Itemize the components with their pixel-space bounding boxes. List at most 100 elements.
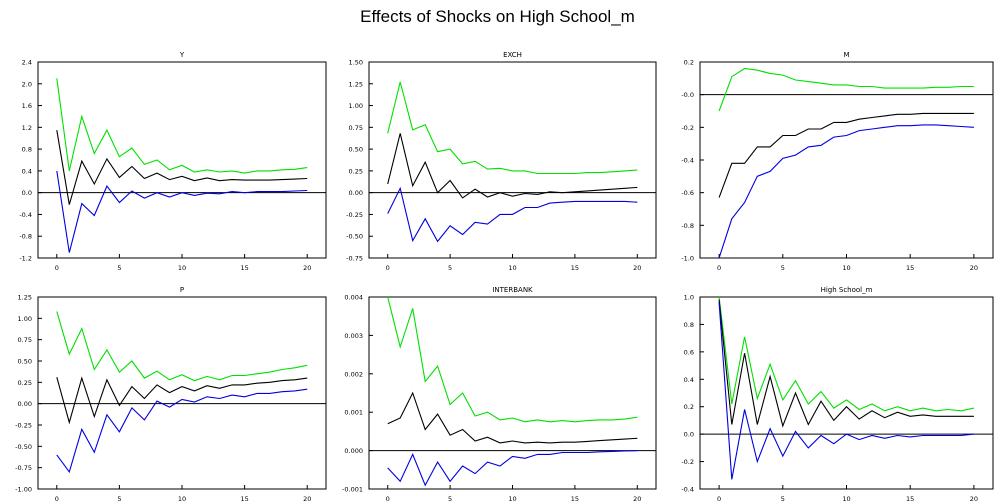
x-tick-label: 5 — [781, 495, 785, 502]
x-tick-label: 15 — [906, 495, 914, 502]
lower-band-line — [718, 302, 974, 480]
panel-title: Y — [179, 51, 185, 59]
y-tick-label: 0.50 — [349, 146, 363, 154]
x-tick-label: 5 — [781, 264, 785, 272]
y-tick-label: 0.00 — [349, 189, 363, 197]
y-tick-label: 0.0 — [22, 189, 32, 197]
y-tick-label: -0.6 — [681, 189, 694, 197]
y-tick-label: -1.0 — [681, 255, 694, 263]
y-tick-label: 1.0 — [684, 294, 694, 302]
impulse-response-line — [718, 299, 974, 428]
panel-title: High School_m — [821, 286, 873, 294]
y-tick-label: -0.25 — [15, 422, 32, 430]
x-tick-label: 0 — [386, 495, 390, 502]
y-tick-label: 1.2 — [22, 124, 32, 132]
x-tick-label: 10 — [178, 264, 186, 272]
y-tick-label: 1.25 — [18, 294, 32, 302]
y-tick-label: 0.75 — [18, 336, 32, 344]
x-tick-label: 20 — [303, 264, 311, 272]
chart-panel-3: M 0.2 -0.0 -0.2 -0.4 -0.6 -0.8 -1.0 0 5 10 15 20 — [681, 51, 994, 272]
x-tick-label: 5 — [448, 264, 452, 272]
x-tick-label: 20 — [970, 264, 978, 272]
y-tick-label: -0.50 — [15, 443, 32, 451]
chart-panel-5: INTERBANK 0.004 0.003 0.002 0.001 0.000 -0.001… — [342, 286, 657, 502]
x-tick-label: 10 — [842, 264, 850, 272]
plot-frame — [37, 296, 327, 490]
y-tick-label: 0.75 — [349, 124, 363, 132]
chart-panel-1: Y 2.4 2.0 1.6 1.2 0.8 0.4 0.0 -0.4 -0.8 -1.2 0 5 10 15… — [19, 51, 327, 272]
y-tick-label: 0.001 — [344, 409, 363, 417]
x-tick-label: 5 — [117, 495, 121, 502]
y-tick-label: -0.001 — [342, 486, 363, 494]
plot-frame — [699, 61, 994, 259]
chart-panel-6: High School_m 1.0 0.8 0.6 0.4 0.2 0.0 -0.2 -0.4 0… — [681, 286, 994, 502]
y-tick-label: 0.004 — [344, 294, 363, 302]
impulse-response-line — [56, 130, 308, 205]
x-tick-label: 15 — [906, 264, 914, 272]
lower-band-line — [56, 388, 308, 474]
y-tick-label: -0.2 — [681, 124, 694, 132]
x-tick-label: 20 — [633, 264, 641, 272]
x-tick-label: 0 — [55, 264, 59, 272]
y-tick-label: 1.00 — [18, 315, 32, 323]
y-tick-label: -0.0 — [681, 91, 694, 99]
y-tick-label: 1.25 — [349, 80, 363, 88]
y-tick-label: 1.50 — [349, 59, 363, 67]
x-tick-label: 10 — [508, 264, 516, 272]
x-tick-label: 10 — [508, 495, 516, 502]
x-tick-label: 15 — [240, 495, 248, 502]
y-tick-label: -1.2 — [19, 255, 32, 263]
panel-title: P — [180, 286, 184, 294]
y-tick-label: -0.8 — [681, 222, 694, 230]
y-tick-label: 2.0 — [22, 80, 32, 88]
lower-band-line — [718, 124, 974, 259]
y-tick-label: 0.002 — [344, 370, 363, 378]
x-tick-label: 0 — [55, 495, 59, 502]
y-tick-label: 0.4 — [22, 167, 32, 175]
x-tick-label: 0 — [386, 264, 390, 272]
x-tick-label: 5 — [448, 495, 452, 502]
plot-frame — [699, 296, 994, 490]
panel-title: INTERBANK — [492, 286, 533, 294]
x-tick-label: 20 — [970, 495, 978, 502]
main-title: Effects of Shocks on High School_m — [360, 7, 635, 26]
plot-frame — [368, 61, 657, 259]
y-tick-label: 0.6 — [684, 348, 694, 356]
upper-band-line — [718, 296, 975, 412]
chart-panel-2: EXCH 1.50 1.25 1.00 0.75 0.50 0.25 0.00 -0.25 -0.… — [346, 51, 657, 272]
y-tick-label: -0.2 — [681, 458, 694, 466]
y-tick-label: 0.8 — [684, 321, 694, 329]
y-tick-label: -0.4 — [19, 211, 32, 219]
upper-band-line — [718, 67, 974, 112]
upper-band-line — [387, 81, 638, 175]
y-tick-label: 1.6 — [22, 102, 32, 110]
y-tick-label: -0.75 — [15, 464, 32, 472]
lower-band-line — [387, 450, 638, 487]
panel-title: EXCH — [503, 51, 522, 59]
x-tick-label: 10 — [842, 495, 850, 502]
y-tick-label: 0.0 — [684, 431, 694, 439]
x-tick-label: 15 — [571, 264, 579, 272]
y-tick-label: 0.4 — [684, 376, 694, 384]
y-tick-label: 0.00 — [18, 400, 32, 408]
lower-band-line — [387, 186, 638, 243]
y-tick-label: -1.00 — [15, 486, 32, 494]
upper-band-line — [56, 311, 308, 382]
y-tick-label: -0.50 — [346, 233, 363, 241]
impulse-response-line — [56, 376, 308, 425]
y-tick-label: 1.00 — [349, 102, 363, 110]
x-tick-label: 15 — [240, 264, 248, 272]
upper-band-line — [56, 78, 308, 174]
plot-frame — [368, 296, 657, 490]
y-tick-label: 2.4 — [22, 59, 32, 67]
y-tick-label: 0.25 — [18, 379, 32, 387]
x-tick-label: 0 — [717, 264, 721, 272]
chart-panel-4: P 1.25 1.00 0.75 0.50 0.25 0.00 -0.25 -0.50 -0.75… — [15, 286, 327, 502]
x-tick-label: 10 — [178, 495, 186, 502]
panel-title: M — [843, 51, 849, 59]
impulse-response-line — [718, 112, 974, 198]
y-tick-label: 0.003 — [344, 332, 363, 340]
lower-band-line — [56, 170, 308, 253]
plot-frame — [37, 61, 327, 259]
y-tick-label: -0.25 — [346, 211, 363, 219]
